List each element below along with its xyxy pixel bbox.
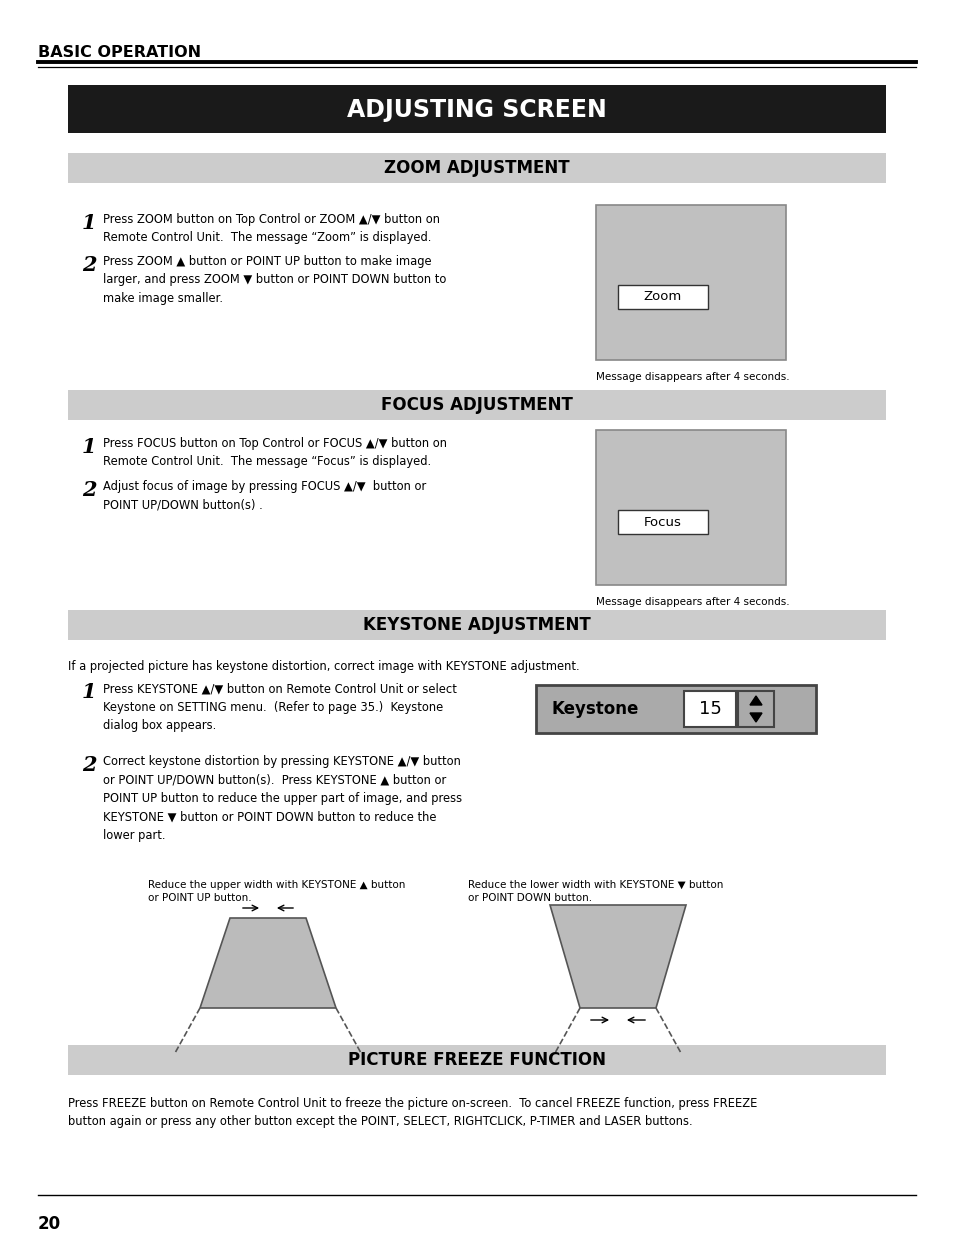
- Text: 20: 20: [38, 1215, 61, 1233]
- Text: BASIC OPERATION: BASIC OPERATION: [38, 44, 201, 61]
- Text: Message disappears after 4 seconds.: Message disappears after 4 seconds.: [596, 597, 789, 606]
- Bar: [596, 430, 785, 585]
- Bar: [68, 390, 885, 420]
- Text: 2: 2: [82, 755, 96, 776]
- Bar: [68, 153, 885, 183]
- Bar: [738, 692, 773, 727]
- Text: Correct keystone distortion by pressing KEYSTONE ▲/▼ button
or POINT UP/DOWN but: Correct keystone distortion by pressing …: [103, 755, 461, 842]
- Text: Press ZOOM button on Top Control or ZOOM ▲/▼ button on
Remote Control Unit.  The: Press ZOOM button on Top Control or ZOOM…: [103, 212, 439, 245]
- Text: FOCUS ADJUSTMENT: FOCUS ADJUSTMENT: [380, 396, 573, 414]
- Polygon shape: [749, 713, 761, 722]
- Polygon shape: [550, 905, 685, 1008]
- Text: ZOOM ADJUSTMENT: ZOOM ADJUSTMENT: [384, 159, 569, 177]
- Text: Zoom: Zoom: [643, 290, 681, 304]
- Text: PICTURE FREEZE FUNCTION: PICTURE FREEZE FUNCTION: [348, 1051, 605, 1070]
- Text: Adjust focus of image by pressing FOCUS ▲/▼  button or
POINT UP/DOWN button(s) .: Adjust focus of image by pressing FOCUS …: [103, 480, 426, 511]
- Text: 1: 1: [82, 682, 96, 701]
- Text: Press FREEZE button on Remote Control Unit to freeze the picture on-screen.  To : Press FREEZE button on Remote Control Un…: [68, 1097, 757, 1129]
- Text: KEYSTONE ADJUSTMENT: KEYSTONE ADJUSTMENT: [363, 616, 590, 634]
- Text: 15: 15: [698, 700, 720, 718]
- Text: 1: 1: [82, 437, 96, 457]
- Text: Focus: Focus: [643, 515, 681, 529]
- Text: Reduce the upper width with KEYSTONE ▲ button
or POINT UP button.: Reduce the upper width with KEYSTONE ▲ b…: [148, 881, 405, 903]
- Bar: [68, 85, 885, 133]
- Text: Press FOCUS button on Top Control or FOCUS ▲/▼ button on
Remote Control Unit.  T: Press FOCUS button on Top Control or FOC…: [103, 437, 447, 468]
- Bar: [683, 692, 735, 727]
- Text: 1: 1: [82, 212, 96, 233]
- Bar: [536, 685, 815, 734]
- Bar: [596, 205, 785, 359]
- Text: 2: 2: [82, 254, 96, 275]
- Polygon shape: [200, 918, 335, 1008]
- Text: Message disappears after 4 seconds.: Message disappears after 4 seconds.: [596, 372, 789, 382]
- Text: ADJUSTING SCREEN: ADJUSTING SCREEN: [347, 98, 606, 122]
- Polygon shape: [749, 697, 761, 705]
- Text: 2: 2: [82, 480, 96, 500]
- Text: Press KEYSTONE ▲/▼ button on Remote Control Unit or select
Keystone on SETTING m: Press KEYSTONE ▲/▼ button on Remote Cont…: [103, 682, 456, 732]
- Text: If a projected picture has keystone distortion, correct image with KEYSTONE adju: If a projected picture has keystone dist…: [68, 659, 579, 673]
- Text: Reduce the lower width with KEYSTONE ▼ button
or POINT DOWN button.: Reduce the lower width with KEYSTONE ▼ b…: [468, 881, 722, 903]
- Bar: [68, 610, 885, 640]
- Bar: [618, 285, 707, 309]
- Bar: [68, 1045, 885, 1074]
- Text: Press ZOOM ▲ button or POINT UP button to make image
larger, and press ZOOM ▼ bu: Press ZOOM ▲ button or POINT UP button t…: [103, 254, 446, 305]
- Text: Keystone: Keystone: [552, 700, 639, 718]
- Bar: [618, 510, 707, 534]
